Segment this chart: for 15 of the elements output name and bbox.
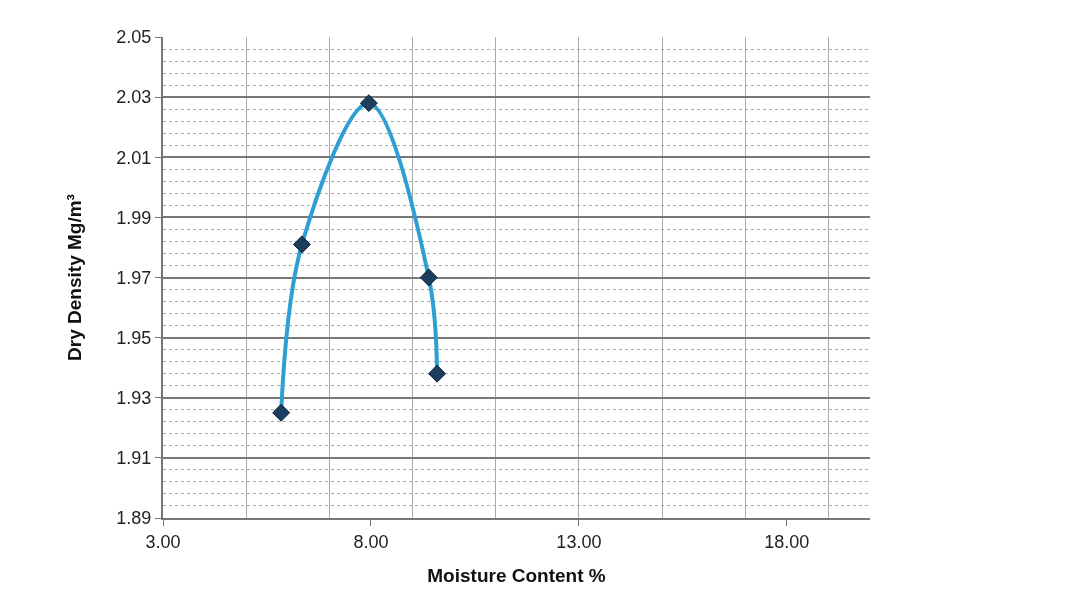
- x-tick-label: 8.00: [353, 531, 389, 552]
- y-tick-label: 2.05: [116, 27, 152, 48]
- y-tick-label: 1.97: [116, 267, 152, 288]
- x-tick-label: 13.00: [556, 531, 602, 552]
- x-tick-label: 3.00: [145, 531, 181, 552]
- y-tick-label: 1.93: [116, 388, 152, 409]
- y-tick-label: 1.99: [116, 207, 152, 228]
- y-tick-label: 2.03: [116, 87, 152, 108]
- y-tick-label: 1.91: [116, 448, 152, 469]
- y-tick-label: 1.95: [116, 327, 152, 348]
- y-tick-label: 1.89: [116, 508, 152, 529]
- x-tick-label: 18.00: [764, 531, 810, 552]
- y-tick-label: 2.01: [116, 147, 152, 168]
- y-axis-title: Dry Density Mg/m³: [63, 194, 85, 361]
- x-axis-title: Moisture Content %: [427, 564, 606, 586]
